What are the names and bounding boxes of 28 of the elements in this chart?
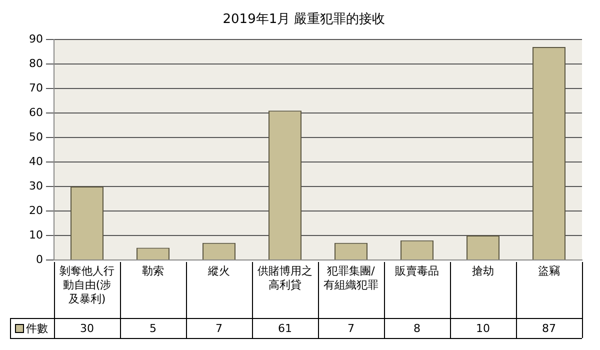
x-tick-label: 供賭博用之高利貸 <box>258 264 312 292</box>
y-tick-label: 70 <box>28 81 43 94</box>
data-label: 7 <box>348 322 354 335</box>
x-tick-label: 犯罪集團/有組織犯罪 <box>324 264 378 292</box>
y-tick-label: 10 <box>28 228 43 242</box>
y-tick-label: 20 <box>28 204 43 217</box>
y-tick-label: 90 <box>28 32 43 46</box>
data-label: 61 <box>278 322 292 335</box>
x-tick-label: 縱火 <box>207 264 230 278</box>
x-tick-label: 盜竊 <box>538 264 560 278</box>
data-label: 10 <box>476 322 490 335</box>
data-label: 87 <box>542 322 556 335</box>
y-tick-label: 30 <box>28 179 43 192</box>
x-tick-label: 勒索 <box>142 264 164 278</box>
data-label: 8 <box>414 322 420 335</box>
y-tick-label: 60 <box>28 106 43 119</box>
data-label: 30 <box>80 322 94 335</box>
x-tick-label: 販賣毒品 <box>395 264 439 278</box>
data-label: 5 <box>150 322 156 335</box>
y-tick-label: 80 <box>28 56 43 70</box>
legend-label: 件數 <box>26 322 48 335</box>
y-tick-label: 0 <box>36 252 43 266</box>
x-tick-label: 搶劫 <box>472 264 494 278</box>
chart-title: 2019年1月 嚴重犯罪的接收 <box>222 12 386 28</box>
data-label: 7 <box>216 322 222 335</box>
y-tick-label: 50 <box>28 130 43 144</box>
x-tick-label: 剝奪他人行動自由(涉及暴利) <box>58 264 114 306</box>
y-tick-label: 40 <box>28 154 43 168</box>
